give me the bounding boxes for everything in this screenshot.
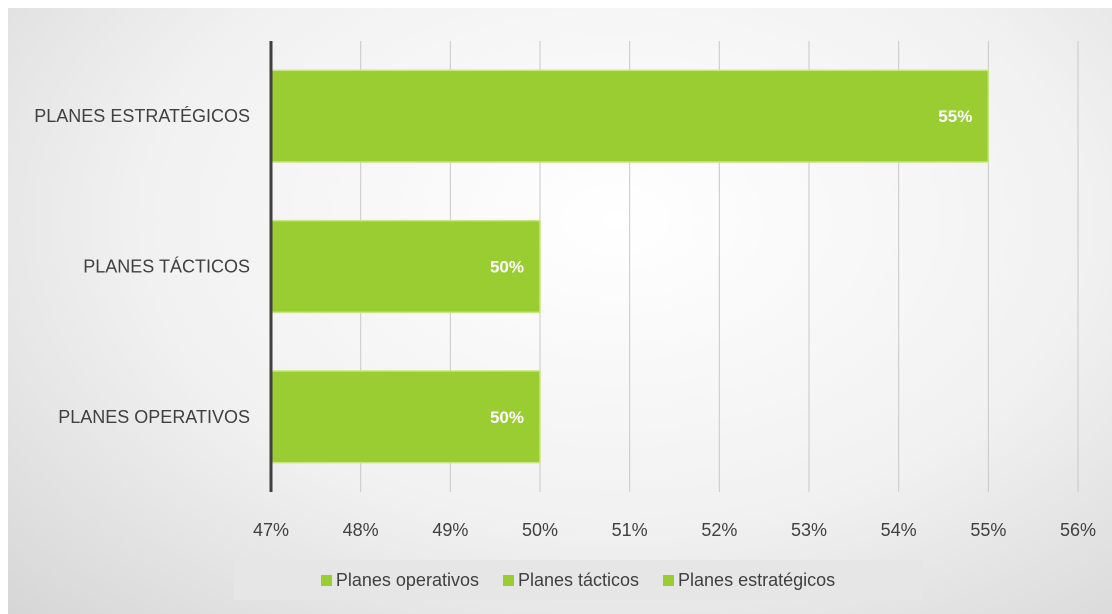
category-label: PLANES ESTRATÉGICOS	[34, 106, 250, 126]
legend-swatch-operativos	[320, 574, 332, 586]
legend-label-operativos: Planes operativos	[335, 569, 479, 590]
data-label: 50%	[490, 408, 524, 427]
bar	[270, 69, 990, 163]
x-tick-label: 54%	[881, 520, 917, 540]
legend-item-estrategicos: Planes estratégicos	[663, 570, 835, 591]
chart-area: PLANES OPERATIVOS PLANES TÁCTICOS PLANES E…	[8, 8, 1112, 614]
legend-swatch-estrategicos	[663, 574, 675, 586]
legend-item-operativos: Planes operativos	[320, 569, 479, 591]
x-tick-label: 49%	[432, 520, 468, 540]
x-tick-label: 50%	[522, 520, 558, 540]
x-tick-label: 52%	[701, 520, 737, 540]
x-tick-label: 56%	[1060, 520, 1096, 540]
bar	[270, 370, 541, 464]
x-tick-label: 47%	[253, 520, 289, 540]
bar	[270, 219, 541, 314]
bars	[270, 69, 990, 464]
category-label: PLANES TÁCTICOS	[83, 257, 250, 277]
x-tick-label: 51%	[612, 520, 648, 540]
category-labels: PLANES OPERATIVOS PLANES TÁCTICOS PLANES E…	[34, 106, 250, 427]
legend-label-tacticos: Planes tácticos	[517, 569, 640, 590]
legend-label-estrategicos: Planes estratégicos	[678, 569, 836, 590]
x-tick-label: 55%	[970, 520, 1006, 540]
legend: Planes operativos Planes tácticos Planes…	[234, 560, 922, 600]
data-label: 50%	[490, 258, 524, 277]
bar-chart: PLANES OPERATIVOS PLANES TÁCTICOS PLANES E…	[34, 41, 1096, 540]
legend-item-tacticos: Planes tácticos	[502, 569, 640, 591]
x-tick-label: 53%	[791, 520, 827, 540]
x-tick-label: 48%	[343, 520, 379, 540]
x-tick-labels: 47% 48% 49% 50% 51% 52% 53% 54% 55% 56%	[253, 520, 1096, 540]
data-labels: 50% 50% 55%	[490, 107, 972, 427]
data-label: 55%	[938, 107, 972, 126]
legend-swatch-tacticos	[502, 574, 514, 586]
category-label: PLANES OPERATIVOS	[58, 407, 250, 427]
